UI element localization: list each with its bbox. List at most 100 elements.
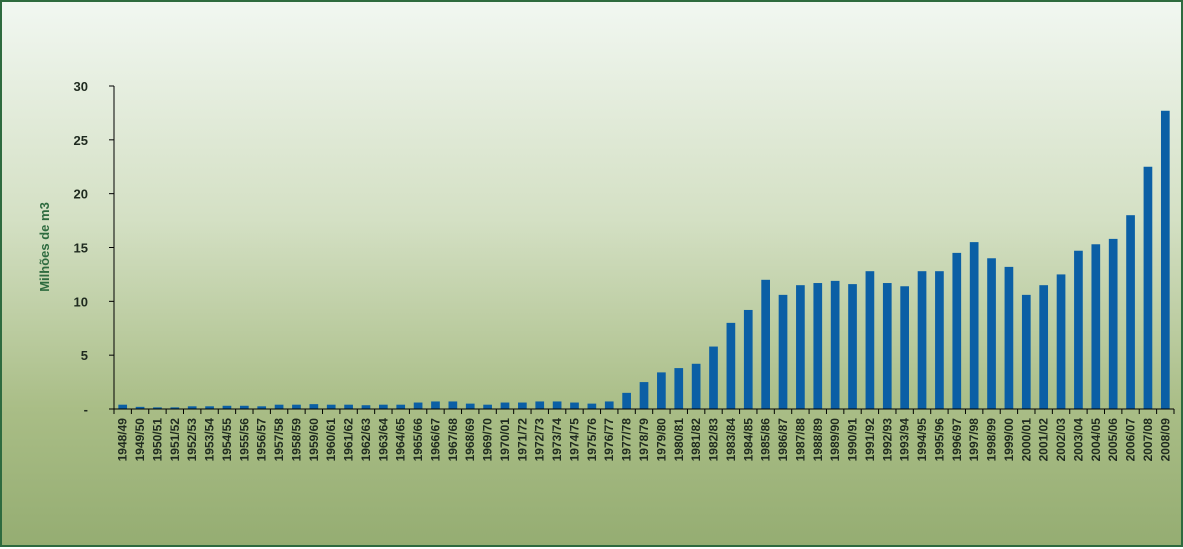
bar [1074,250,1083,409]
bar [761,279,770,409]
bar [882,283,892,409]
x-tick-label: 1949/50 [133,418,147,462]
x-tick-label: 1983/84 [724,418,738,462]
bar [848,284,857,409]
bar [535,401,545,409]
bar [1004,266,1014,409]
bar [1021,294,1031,409]
x-tick-label: 1974/75 [567,418,581,462]
bar [709,346,718,409]
bar [170,407,180,409]
bar [622,392,631,409]
x-tick-label: 1982/83 [707,418,721,462]
bar [969,242,979,409]
x-tick-label: 1995/96 [932,418,946,462]
bar [118,404,128,409]
x-tick-label: 1998/99 [985,418,999,462]
bar [570,402,579,409]
x-tick-label: 1977/78 [620,418,634,462]
x-tick-label: 1980/81 [672,418,686,462]
bar [917,271,927,409]
y-tick-label: - [84,402,88,417]
bar [1091,244,1101,409]
x-tick-label: 1969/70 [481,418,495,462]
x-tick-label: 1973/74 [550,418,564,462]
bar [1143,166,1153,409]
x-tick-label: 1950/51 [150,418,164,462]
bar [431,401,440,409]
bar [830,280,840,409]
y-axis: - 5 10 15 20 25 30 [74,79,115,417]
y-tick-label: 15 [74,241,88,256]
x-tick-label: 1984/85 [741,418,755,462]
x-axis: 1948/49 1949/50 1950/51 1951/52 1952/53 1953/… [113,408,1175,462]
bar [778,294,788,409]
x-tick-label: 1993/94 [898,418,912,462]
x-tick-label: 1978/79 [637,418,651,462]
x-tick-label: 1971/72 [515,418,529,462]
bar [500,402,510,409]
bar [935,271,944,409]
y-axis-title: Milhões de m3 [37,202,52,292]
x-tick-label: 2007/08 [1141,418,1155,462]
x-tick-label: 2006/07 [1124,418,1138,462]
y-tick-label: 20 [74,187,88,202]
bar [691,363,701,409]
bar [796,285,805,409]
x-tick-label: 1979/80 [654,418,668,462]
x-tick-label: 1962/63 [359,418,373,462]
x-tick-label: 2003/04 [1071,418,1085,462]
bar [813,283,823,409]
bar [726,322,736,409]
bar [187,406,197,409]
bar [483,404,492,409]
bar [361,405,371,409]
bar [1160,110,1170,409]
x-tick-label: 1963/64 [376,418,390,462]
bar [743,309,753,409]
bar [239,405,249,409]
bars [118,110,1170,409]
x-tick-label: 1976/77 [602,418,616,462]
x-tick-label: 1997/98 [967,418,981,462]
x-tick-label: 1996/97 [950,418,964,462]
x-tick-label: 2008/09 [1158,418,1172,462]
bar [1039,285,1049,409]
x-tick-label: 2000/01 [1019,418,1033,462]
x-tick-label: 1964/65 [394,418,408,462]
bar [1056,274,1066,409]
x-tick-label: 1953/54 [203,418,217,462]
bar [153,407,162,409]
bar [587,403,597,409]
bar [344,404,353,409]
x-tick-label: 1975/76 [585,418,599,462]
bar [448,401,458,409]
bar [379,404,388,409]
bar [257,406,267,409]
bar [465,403,475,409]
x-tick-label: 1958/59 [289,418,303,462]
x-tick-label: 1986/87 [776,418,790,462]
bar [639,382,649,409]
bar [604,401,614,409]
bar [222,405,232,409]
x-tick-label: 1960/61 [324,418,338,462]
bar [952,252,962,409]
bar [987,258,996,409]
bar [518,402,527,409]
x-tick-label: 1990/91 [846,418,860,462]
y-tick-label: 10 [74,294,88,309]
bar [326,404,336,409]
x-tick-label: 1992/93 [880,418,894,462]
x-tick-label: 1989/90 [828,418,842,462]
x-tick-label: 1951/52 [168,418,182,462]
bar [292,404,301,409]
x-tick-label: 1981/82 [689,418,703,462]
bar [674,368,684,409]
x-tick-label: 1994/95 [915,418,929,462]
x-tick-label: 1999/00 [1002,418,1016,462]
x-tick-label: 1970/01 [498,418,512,462]
bar [657,372,666,409]
